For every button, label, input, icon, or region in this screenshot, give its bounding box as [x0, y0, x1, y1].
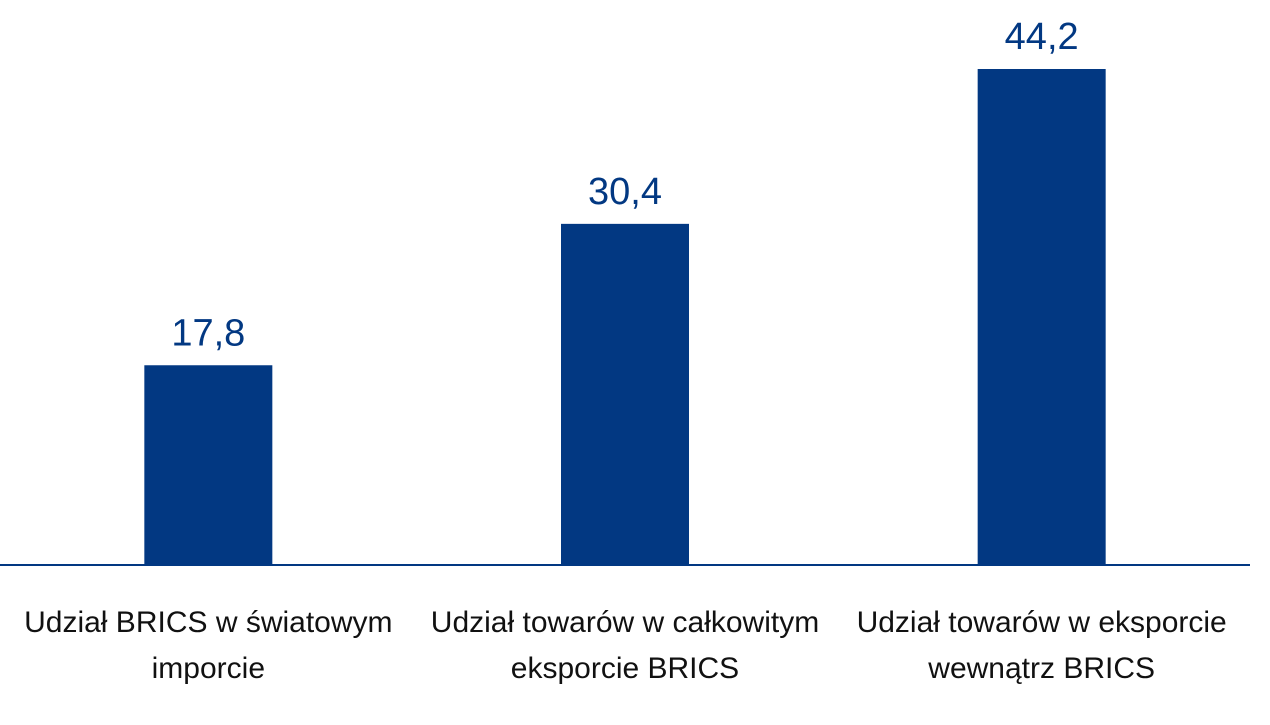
x-tick-label: Udział BRICS w światowym imporcie [24, 606, 393, 685]
bar [144, 365, 273, 565]
bar [561, 223, 689, 565]
x-tick-label: Udział towarów w eksporcie wewnątrz BRIC… [856, 606, 1227, 685]
bar [977, 69, 1106, 565]
value-label: 17,8 [171, 312, 245, 354]
x-tick-label: Udział towarów w całkowitym eksporcie BR… [430, 606, 820, 685]
value-label: 30,4 [588, 171, 662, 213]
value-label: 44,2 [1005, 16, 1079, 58]
